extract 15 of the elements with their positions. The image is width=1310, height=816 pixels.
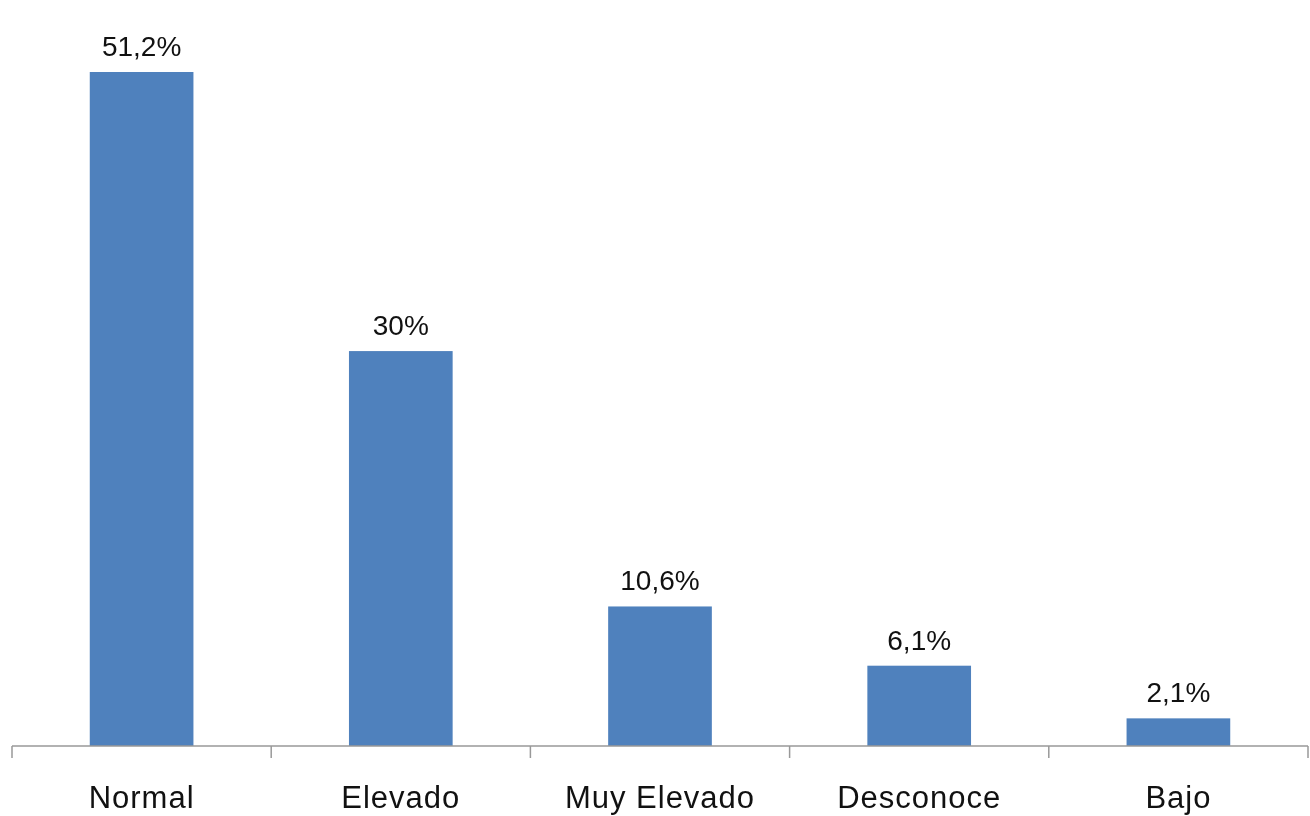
bar [867, 665, 972, 746]
data-label: 51,2% [101, 31, 182, 62]
x-tick-label: Desconoce [837, 780, 1002, 815]
data-label: 2,1% [1146, 677, 1211, 709]
data-label: 30% [372, 310, 429, 342]
bar [608, 606, 712, 746]
data-label: 6,1% [887, 624, 952, 656]
x-tick-label: Muy Elevado [564, 780, 756, 815]
bar [89, 72, 194, 746]
data-label: 10,6% [620, 565, 700, 597]
bar [348, 351, 453, 746]
x-tick-label: Bajo [1145, 780, 1212, 815]
x-tick-label: Normal [88, 780, 195, 815]
bar [1126, 718, 1231, 746]
x-tick-label: Elevado [341, 780, 461, 815]
